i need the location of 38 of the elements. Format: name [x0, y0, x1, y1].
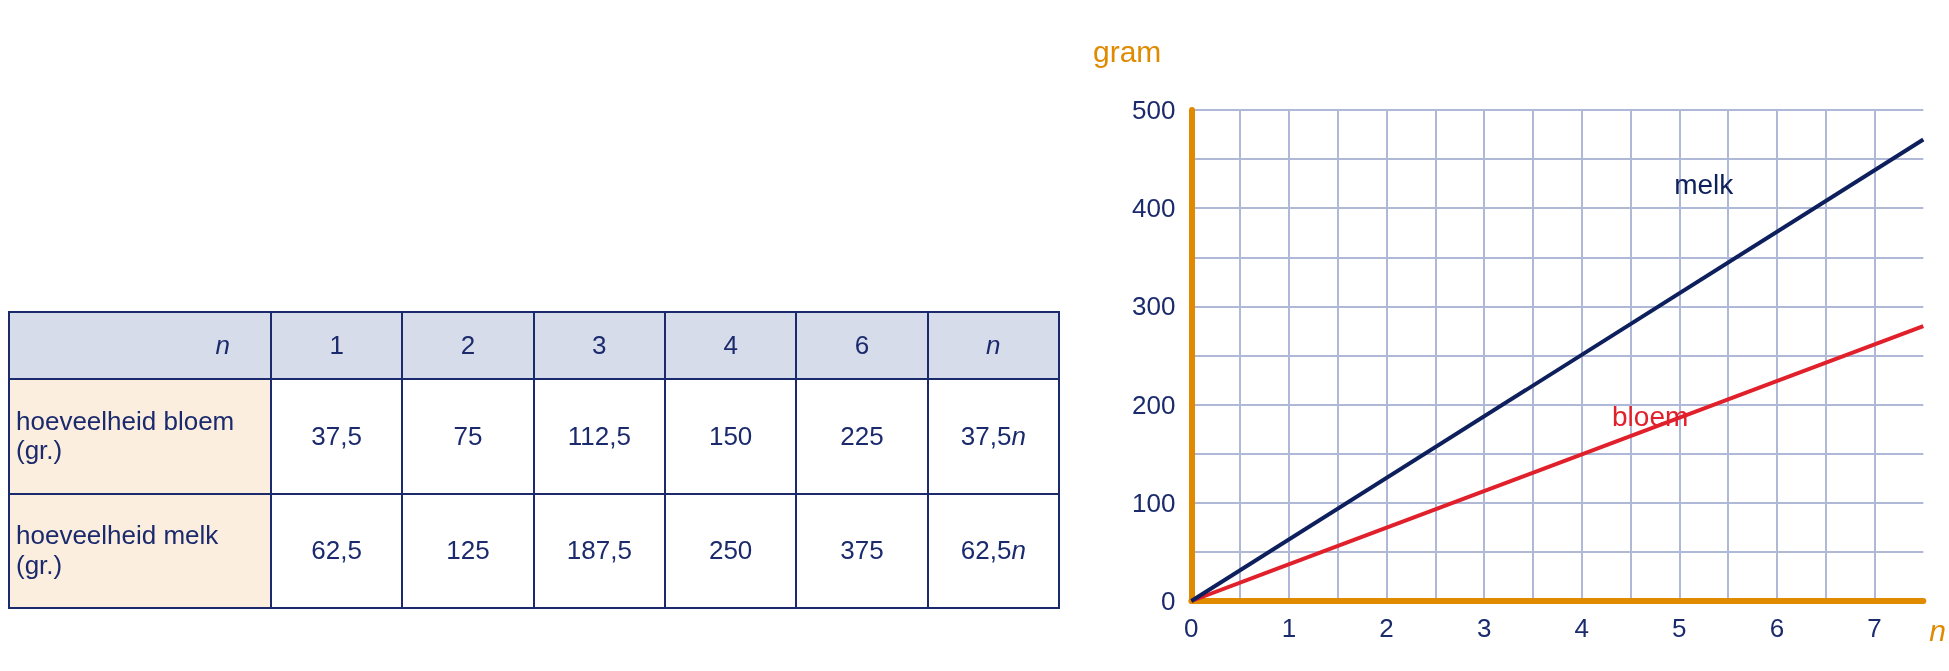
text: n — [215, 330, 230, 361]
text: n — [1011, 535, 1026, 566]
y-tick-label: 300 — [1131, 291, 1176, 322]
x-tick-label: 2 — [1379, 613, 1394, 643]
text: 125 — [446, 535, 490, 566]
text: 4 — [723, 330, 738, 361]
x-tick-label: 0 — [1184, 613, 1199, 643]
x-tick-label: 4 — [1574, 613, 1589, 643]
text: n — [986, 330, 1001, 361]
series-label: melk — [1674, 168, 1735, 200]
x-tick-label: 1 — [1281, 613, 1297, 643]
text: 250 — [708, 535, 753, 566]
text: 3 — [592, 330, 607, 361]
y-tick-label: 400 — [1131, 193, 1176, 224]
x-tick-label: 5 — [1672, 613, 1687, 643]
y-tick-label: 0 — [1160, 586, 1176, 616]
text: 6 — [854, 330, 870, 361]
text: 150 — [708, 420, 753, 451]
text: n — [1011, 420, 1026, 451]
x-tick-label: 3 — [1476, 613, 1492, 643]
text: 187,5 — [566, 535, 632, 566]
text: 225 — [840, 420, 884, 451]
text: hoeveelheid melk (gr.) — [16, 519, 219, 580]
x-axis-title: n — [1929, 613, 1946, 647]
y-axis-title: gram — [1092, 34, 1162, 68]
y-tick-label: 500 — [1131, 95, 1176, 125]
x-tick-label: 7 — [1867, 613, 1882, 643]
text: hoeveelheid bloem (gr.) — [16, 405, 235, 466]
text: 112,5 — [567, 420, 631, 451]
text: 37,5 — [311, 420, 362, 451]
text: 62,5 — [311, 535, 362, 566]
x-tick-label: 6 — [1769, 613, 1785, 643]
y-tick-label: 100 — [1131, 487, 1176, 518]
y-tick-label: 200 — [1131, 389, 1176, 420]
text: 2 — [460, 330, 476, 361]
text: 375 — [840, 535, 884, 566]
text: 1 — [329, 330, 344, 361]
text: 75 — [453, 420, 483, 451]
